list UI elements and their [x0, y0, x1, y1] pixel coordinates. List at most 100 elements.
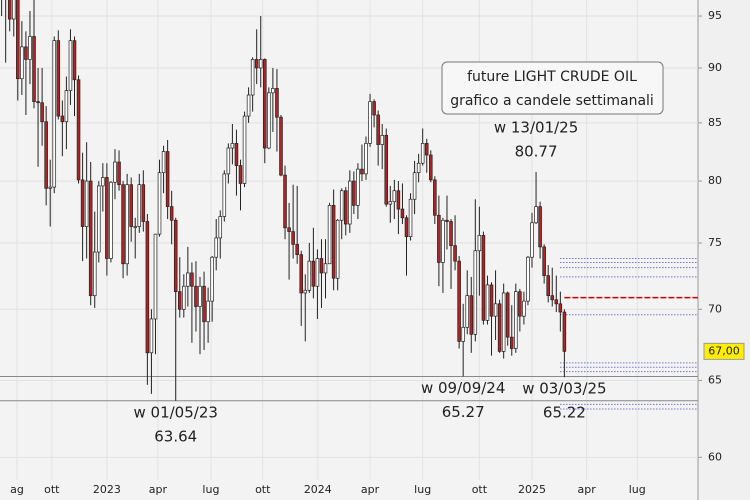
candle-body: [52, 40, 57, 188]
candle-body: [88, 180, 93, 297]
candle-body: [279, 116, 283, 176]
candle-body: [80, 179, 85, 227]
candle-body: [258, 59, 263, 69]
last-price-box: [703, 342, 745, 360]
y-tick-label: 90: [708, 61, 722, 74]
candle-body: [182, 285, 186, 310]
candle-body: [554, 299, 559, 305]
candle-body: [550, 295, 555, 301]
candle-body: [437, 214, 441, 263]
candle-body: [380, 135, 384, 145]
candle-body: [485, 284, 490, 321]
candle-body: [113, 161, 117, 183]
x-tick-label: 2025: [518, 483, 546, 496]
candle-body: [145, 221, 150, 354]
candle-body: [109, 181, 113, 259]
x-tick-label: ott: [255, 483, 271, 496]
x-tick-label: apr: [149, 483, 168, 496]
overlay: 60 65 70 75 80 85 90 95 ag ott 2023 apr lug ott 2024 ap…: [10, 9, 745, 496]
candle-body: [121, 184, 125, 265]
candle-body: [92, 251, 97, 297]
x-tick-label: ott: [472, 483, 488, 496]
candle-body: [32, 36, 36, 102]
candle-body: [424, 143, 429, 156]
candle-body: [408, 198, 413, 238]
candle-body: [72, 40, 77, 81]
annotation-value: 65.27: [442, 403, 485, 421]
x-tick-label: apr: [361, 483, 380, 496]
candle-body: [311, 260, 316, 287]
candle-body: [404, 217, 409, 238]
candle-body: [222, 173, 227, 217]
candle-body: [24, 46, 28, 60]
candle-body: [368, 101, 372, 144]
candle-body: [546, 275, 550, 297]
candle-body: [190, 272, 194, 287]
annotation-label: w 13/01/25: [494, 118, 578, 136]
x-tick-label: ag: [10, 483, 24, 496]
candle-body: [84, 180, 89, 227]
candle-body: [465, 295, 469, 328]
x-tick-label: apr: [578, 483, 597, 496]
candle-body: [518, 291, 522, 317]
candle-body: [538, 206, 542, 248]
candle-body: [60, 115, 65, 123]
candle-body: [522, 300, 526, 317]
candle-body: [246, 94, 251, 117]
candle-body: [28, 36, 32, 60]
candle-body: [319, 258, 324, 274]
annotation-value: 80.77: [515, 142, 558, 160]
candle-body: [287, 227, 291, 232]
candle-body: [416, 162, 421, 174]
candle-body: [250, 59, 255, 96]
candle-body: [157, 172, 162, 235]
candle-body: [161, 151, 166, 174]
candle-body: [64, 90, 69, 123]
candle-body: [226, 147, 231, 175]
candle-body: [501, 292, 506, 352]
candle-body: [348, 180, 352, 225]
candle-body: [542, 246, 546, 276]
candle-body: [275, 88, 279, 118]
candle-body: [477, 235, 482, 252]
candle-body: [230, 143, 235, 149]
candle-body: [396, 190, 401, 210]
candle-body: [412, 172, 417, 200]
candle-body: [445, 219, 449, 222]
candle-body: [206, 300, 210, 323]
last-price-label: 67,00: [708, 344, 740, 357]
annotation-value: 65.22: [543, 404, 586, 422]
candle-body: [392, 190, 397, 203]
candles: [0, 0, 698, 410]
candle-body: [526, 256, 530, 302]
y-tick-label: 65: [708, 373, 722, 386]
candle-body: [186, 272, 190, 287]
candle-body: [481, 235, 486, 321]
candle-body: [364, 143, 368, 175]
candle-body: [489, 284, 494, 317]
candle-body: [137, 184, 142, 227]
candle-body: [295, 243, 299, 255]
candle-body: [372, 101, 376, 116]
candle-body: [218, 216, 223, 239]
chart-title: future LIGHT CRUDE OIL: [467, 69, 637, 85]
candle-body: [461, 326, 465, 342]
title-box: [441, 61, 664, 115]
candle-body: [360, 168, 364, 175]
x-tick-label: lug: [202, 483, 219, 496]
x-tick-label: 2023: [93, 483, 121, 496]
candle-body: [339, 190, 344, 221]
x-tick-label: 2024: [304, 483, 332, 496]
candle-body: [214, 237, 218, 258]
candle-body: [352, 180, 356, 206]
candle-body: [291, 231, 295, 245]
y-tick-label: 95: [708, 9, 722, 22]
x-tick-label: lug: [629, 483, 646, 496]
candle-body: [433, 179, 437, 216]
candle-body: [457, 260, 461, 342]
candle-body: [97, 185, 101, 253]
candle-body: [40, 102, 44, 123]
candle-body: [101, 177, 105, 187]
candle-body: [117, 161, 121, 186]
